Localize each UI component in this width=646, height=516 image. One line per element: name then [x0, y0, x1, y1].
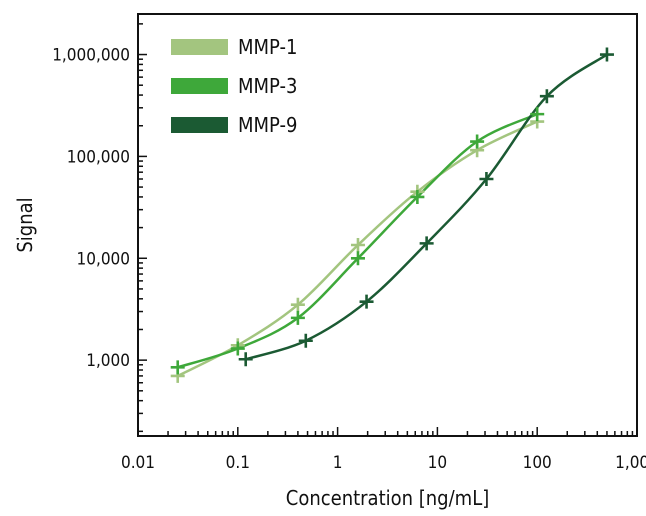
data-point-3	[599, 47, 614, 62]
x-tick-label: 0.01	[121, 453, 155, 473]
plot-frame	[137, 13, 638, 437]
data-point-2	[530, 107, 545, 122]
data-point-2	[470, 134, 485, 149]
x-axis: 0.01 0.1 1 10 100 1,000	[121, 427, 646, 473]
legend-swatch	[171, 39, 228, 55]
x-tick-label: 1	[333, 453, 343, 473]
series-lines	[176, 53, 609, 378]
data-point-3	[479, 172, 494, 187]
legend: MMP-1 MMP-3 MMP-9	[171, 35, 297, 137]
x-tick-label: 10	[428, 453, 447, 473]
legend-swatch	[171, 78, 228, 94]
data-point-2	[230, 341, 245, 356]
x-tick-label: 100	[523, 453, 552, 473]
data-point-2	[350, 251, 365, 266]
data-point-2	[410, 189, 425, 204]
series-line-3	[244, 53, 609, 361]
y-tick-label: 100,000	[67, 147, 130, 167]
x-axis-title: Concentration [ng/mL]	[286, 486, 490, 510]
data-point-2	[290, 310, 305, 325]
data-point-2	[170, 360, 185, 375]
data-point-3	[238, 352, 253, 367]
y-axis-title: Signal	[13, 197, 37, 252]
data-point-3	[298, 333, 313, 348]
legend-swatch	[171, 117, 228, 133]
y-axis: 1,000 10,000 100,000 1,000,000	[52, 23, 147, 433]
x-tick-label: 1,000	[615, 453, 646, 473]
y-tick-label: 10,000	[77, 249, 131, 269]
data-point-1	[350, 237, 365, 252]
data-point-3	[419, 236, 434, 251]
legend-label: MMP-9	[238, 113, 297, 137]
x-tick-label: 0.1	[226, 453, 250, 473]
legend-label: MMP-1	[238, 35, 297, 59]
data-point-3	[539, 89, 554, 104]
y-tick-label: 1,000	[86, 351, 130, 371]
data-point-3	[359, 294, 374, 309]
legend-label: MMP-3	[238, 74, 297, 98]
series-markers	[170, 47, 614, 383]
y-tick-label: 1,000,000	[52, 46, 130, 66]
data-point-1	[290, 297, 305, 312]
